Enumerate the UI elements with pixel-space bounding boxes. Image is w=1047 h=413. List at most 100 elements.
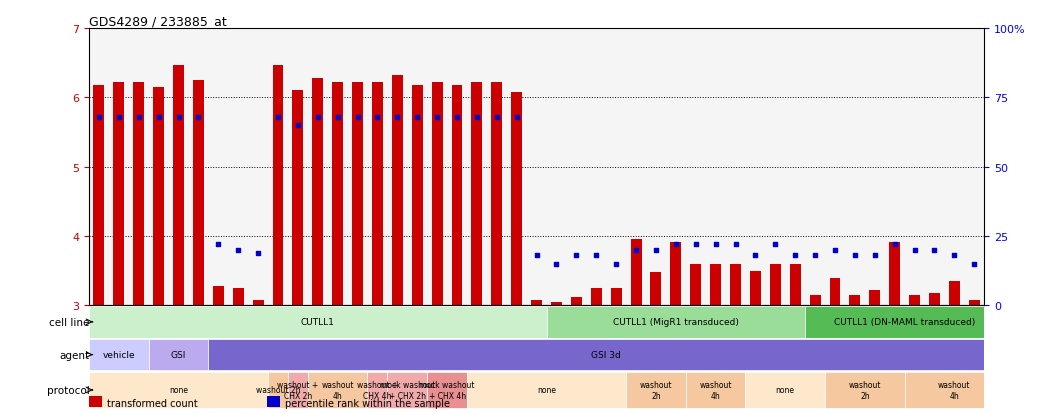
Bar	[710, 264, 721, 306]
Text: washout
4h: washout 4h	[938, 380, 971, 400]
Bar	[467, 372, 626, 408]
Text: GDS4289 / 233885_at: GDS4289 / 233885_at	[89, 15, 227, 28]
Point	[668, 242, 685, 248]
Bar	[232, 288, 244, 306]
Point	[270, 114, 287, 121]
Text: washout +
CHX 2h: washout + CHX 2h	[277, 380, 318, 400]
Point	[209, 242, 227, 248]
Bar	[372, 83, 383, 306]
Bar	[431, 83, 443, 306]
Point	[151, 114, 168, 121]
Bar	[392, 76, 403, 306]
Bar	[809, 295, 821, 306]
Bar	[670, 242, 682, 306]
Point	[867, 253, 884, 259]
Point	[787, 253, 804, 259]
Bar	[387, 372, 427, 408]
Bar	[332, 83, 343, 306]
Bar	[531, 300, 542, 306]
Text: mock washout
+ CHX 2h: mock washout + CHX 2h	[379, 380, 436, 400]
Text: vehicle: vehicle	[103, 350, 135, 359]
Bar	[686, 372, 745, 408]
Bar	[89, 339, 149, 370]
Point	[350, 114, 366, 121]
Bar	[929, 293, 940, 306]
Bar	[626, 372, 686, 408]
Bar	[208, 339, 1004, 370]
Point	[370, 114, 386, 121]
Bar	[591, 288, 602, 306]
Bar	[630, 239, 642, 306]
Bar	[213, 286, 224, 306]
Bar	[610, 288, 622, 306]
Point	[389, 114, 406, 121]
Point	[469, 114, 486, 121]
Point	[289, 123, 307, 129]
Text: GSI: GSI	[171, 350, 186, 359]
Text: none: none	[776, 385, 795, 394]
Point	[628, 247, 645, 254]
Point	[927, 247, 943, 254]
Point	[727, 242, 743, 248]
Bar	[173, 66, 184, 306]
Point	[946, 253, 963, 259]
Point	[567, 253, 584, 259]
Point	[408, 114, 425, 121]
Bar	[551, 302, 562, 306]
Bar	[268, 372, 288, 408]
Text: CUTLL1 (DN-MAML transduced): CUTLL1 (DN-MAML transduced)	[834, 318, 975, 327]
Bar	[730, 264, 741, 306]
Bar	[789, 264, 801, 306]
Text: washout 2h: washout 2h	[255, 385, 300, 394]
Bar	[825, 372, 905, 408]
Text: GSI 3d: GSI 3d	[592, 350, 621, 359]
Point	[90, 114, 108, 121]
Bar	[153, 88, 164, 306]
Bar	[968, 300, 980, 306]
Point	[588, 253, 605, 259]
Text: washout
4h: washout 4h	[321, 380, 354, 400]
Bar	[427, 372, 467, 408]
Bar	[829, 278, 841, 306]
Bar	[411, 85, 423, 306]
Point	[448, 114, 465, 121]
Point	[130, 114, 147, 121]
Bar	[93, 85, 105, 306]
Bar	[511, 93, 522, 306]
Point	[965, 261, 982, 268]
Point	[310, 114, 327, 121]
Bar	[491, 83, 503, 306]
Point	[806, 253, 823, 259]
Text: cell line: cell line	[49, 317, 89, 327]
Bar	[805, 306, 1004, 338]
Bar	[770, 264, 781, 306]
Bar	[133, 83, 144, 306]
Text: CUTLL1: CUTLL1	[300, 318, 335, 327]
Bar	[451, 85, 463, 306]
Bar	[288, 372, 308, 408]
Bar	[312, 79, 324, 306]
Point	[329, 114, 346, 121]
Text: transformed count: transformed count	[107, 398, 198, 408]
Point	[886, 242, 903, 248]
Point	[708, 242, 725, 248]
Text: none: none	[537, 385, 556, 394]
Bar	[193, 81, 204, 306]
Text: protocol: protocol	[47, 385, 89, 395]
Point	[687, 242, 704, 248]
Point	[528, 253, 544, 259]
Bar	[909, 295, 920, 306]
Point	[229, 247, 247, 254]
Point	[607, 261, 624, 268]
Point	[111, 114, 128, 121]
Bar	[272, 66, 284, 306]
Text: mock washout
+ CHX 4h: mock washout + CHX 4h	[419, 380, 475, 400]
Bar	[889, 242, 900, 306]
Text: CUTLL1 (MigR1 transduced): CUTLL1 (MigR1 transduced)	[612, 318, 739, 327]
Point	[488, 114, 506, 121]
Bar	[745, 372, 825, 408]
Bar	[113, 83, 125, 306]
Bar	[949, 282, 960, 306]
Point	[549, 261, 565, 268]
Bar	[849, 295, 861, 306]
